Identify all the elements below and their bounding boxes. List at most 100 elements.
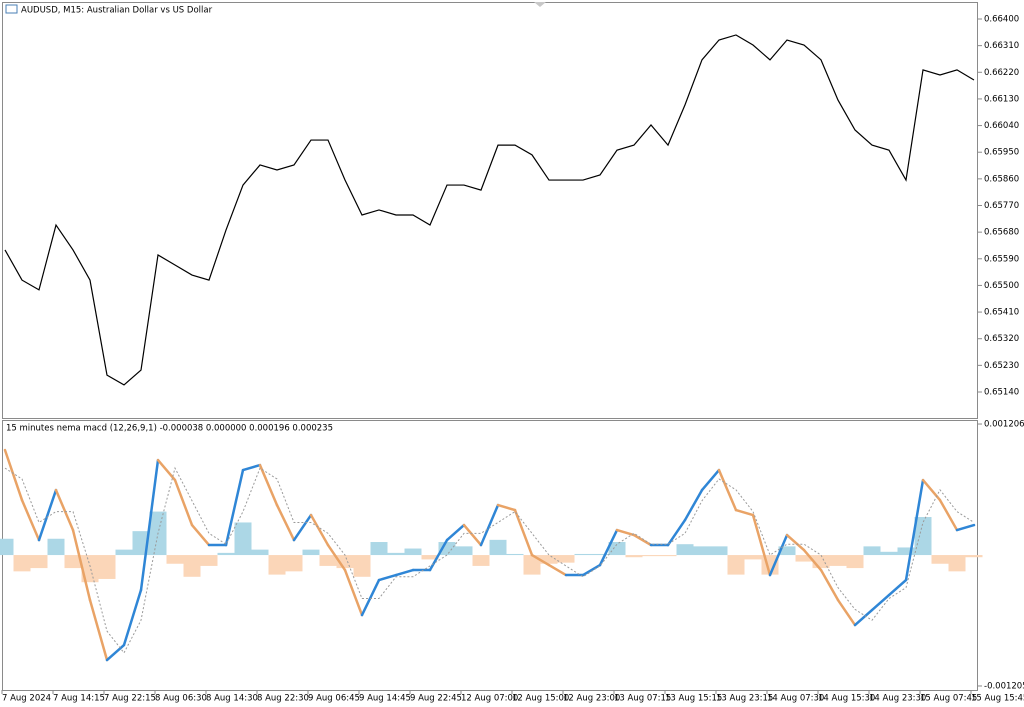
signal-line (4, 466, 975, 654)
x-tick-label: 12 Aug 15:00 (512, 694, 569, 704)
macd-line-segment (3, 448, 24, 502)
macd-line-segment (173, 478, 194, 527)
histogram-bar (0, 538, 14, 556)
macd-line-segment (241, 463, 262, 472)
histogram-bar (404, 548, 422, 556)
x-tick-label: 8 Aug 22:30 (257, 694, 309, 704)
y-tick-label: 0.65590 (984, 254, 1019, 264)
macd-line-segment (921, 478, 942, 502)
histogram-bar (387, 552, 405, 556)
y-tick-label: 0.65230 (984, 361, 1019, 371)
histogram-bar (795, 555, 813, 562)
macd-line-segment (547, 563, 568, 577)
histogram-bar (506, 553, 524, 556)
macd-line-segment (581, 563, 602, 577)
indicator-title: 15 minutes nema macd (12,26,9,1) -0.0000… (6, 424, 333, 434)
histogram-bar (608, 542, 626, 556)
macd-line-segment (258, 463, 279, 507)
histogram-bar (642, 555, 660, 557)
histogram-bar (727, 555, 745, 575)
symbol-icon (5, 4, 18, 14)
macd-line-segment (496, 503, 517, 512)
macd-line-segment (955, 523, 976, 532)
shift-marker (534, 2, 546, 7)
macd-line-segment (377, 573, 398, 582)
x-tick-label: 9 Aug 14:45 (359, 694, 411, 704)
histogram-bar (948, 555, 966, 572)
macd-line-segment (513, 508, 534, 557)
histogram-bar (557, 555, 575, 563)
y-tick-label: 0.65500 (984, 281, 1019, 291)
histogram-bar (64, 555, 82, 569)
histogram-bar (540, 555, 558, 564)
x-tick-label: 9 Aug 06:45 (308, 694, 360, 704)
histogram-bar (353, 555, 371, 577)
x-tick-label: 15 Aug 15:45 (971, 694, 1024, 704)
y-tick-label: 0.001206 (984, 420, 1024, 430)
histogram-bar (234, 522, 252, 556)
macd-line-segment (785, 533, 806, 552)
histogram-bar (489, 539, 507, 556)
macd-line-segment (700, 468, 721, 492)
macd-line-segment (343, 568, 364, 617)
x-tick-label: 9 Aug 22:45 (410, 694, 462, 704)
macd-line-segment (88, 598, 109, 662)
histogram-bar (217, 552, 235, 556)
x-tick-label: 15 Aug 07:45 (920, 694, 977, 704)
macd-line-segment (54, 488, 75, 532)
histogram-bar (591, 553, 609, 556)
macd-line-segment (802, 548, 823, 572)
x-tick-label: 13 Aug 15:15 (665, 694, 722, 704)
histogram-bar (846, 555, 864, 569)
histogram-bar (13, 555, 31, 572)
y-tick-label: 0.65770 (984, 201, 1019, 211)
y-tick-label: 0.65410 (984, 308, 1019, 318)
macd-line-segment (683, 488, 704, 522)
macd-line-segment (156, 458, 177, 482)
histogram-bar (166, 555, 184, 564)
macd-line-segment (853, 608, 874, 627)
macd-line-segment (394, 568, 415, 577)
histogram-bar (897, 547, 915, 556)
macd-line-segment (37, 488, 58, 542)
histogram-bar (421, 555, 439, 560)
histogram-bar (965, 555, 983, 558)
histogram-bar (200, 555, 218, 566)
histogram-bar (370, 542, 388, 556)
x-tick-label: 7 Aug 14:15 (53, 694, 105, 704)
histogram-bar (676, 544, 694, 556)
macd-line-segment (71, 528, 92, 602)
macd-line-segment (105, 643, 126, 662)
macd-line-segment (870, 593, 891, 612)
y-tick-label: 0.65950 (984, 148, 1019, 158)
x-tick-label: 7 Aug 2024 (2, 694, 51, 704)
macd-line-segment (445, 523, 466, 542)
price-panel (2, 2, 978, 419)
macd-line-segment (530, 553, 551, 567)
y-tick-label: 0.66220 (984, 68, 1019, 78)
histogram-bar (693, 546, 711, 556)
macd-line-segment (938, 498, 959, 532)
histogram-bar (268, 555, 286, 575)
macd-line-segment (462, 523, 483, 547)
histogram-bar (302, 549, 320, 556)
histogram-bar (81, 555, 99, 583)
macd-line-segment (428, 538, 449, 572)
x-tick-label: 8 Aug 14:30 (206, 694, 258, 704)
histogram-bar (523, 555, 541, 575)
macd-line-segment (598, 528, 619, 567)
histogram-bar (863, 546, 881, 556)
histogram-bar (115, 549, 133, 556)
macd-line-segment (887, 578, 908, 597)
y-tick-label: 0.66040 (984, 121, 1019, 131)
macd-line-segment (326, 543, 347, 572)
macd-line-segment (20, 498, 41, 542)
macd-line-segment (632, 533, 653, 547)
macd-line-segment (479, 503, 500, 547)
x-tick-label: 12 Aug 07:00 (461, 694, 518, 704)
histogram-bar (880, 551, 898, 556)
histogram-bar (914, 517, 932, 556)
macd-line-segment (768, 533, 789, 577)
